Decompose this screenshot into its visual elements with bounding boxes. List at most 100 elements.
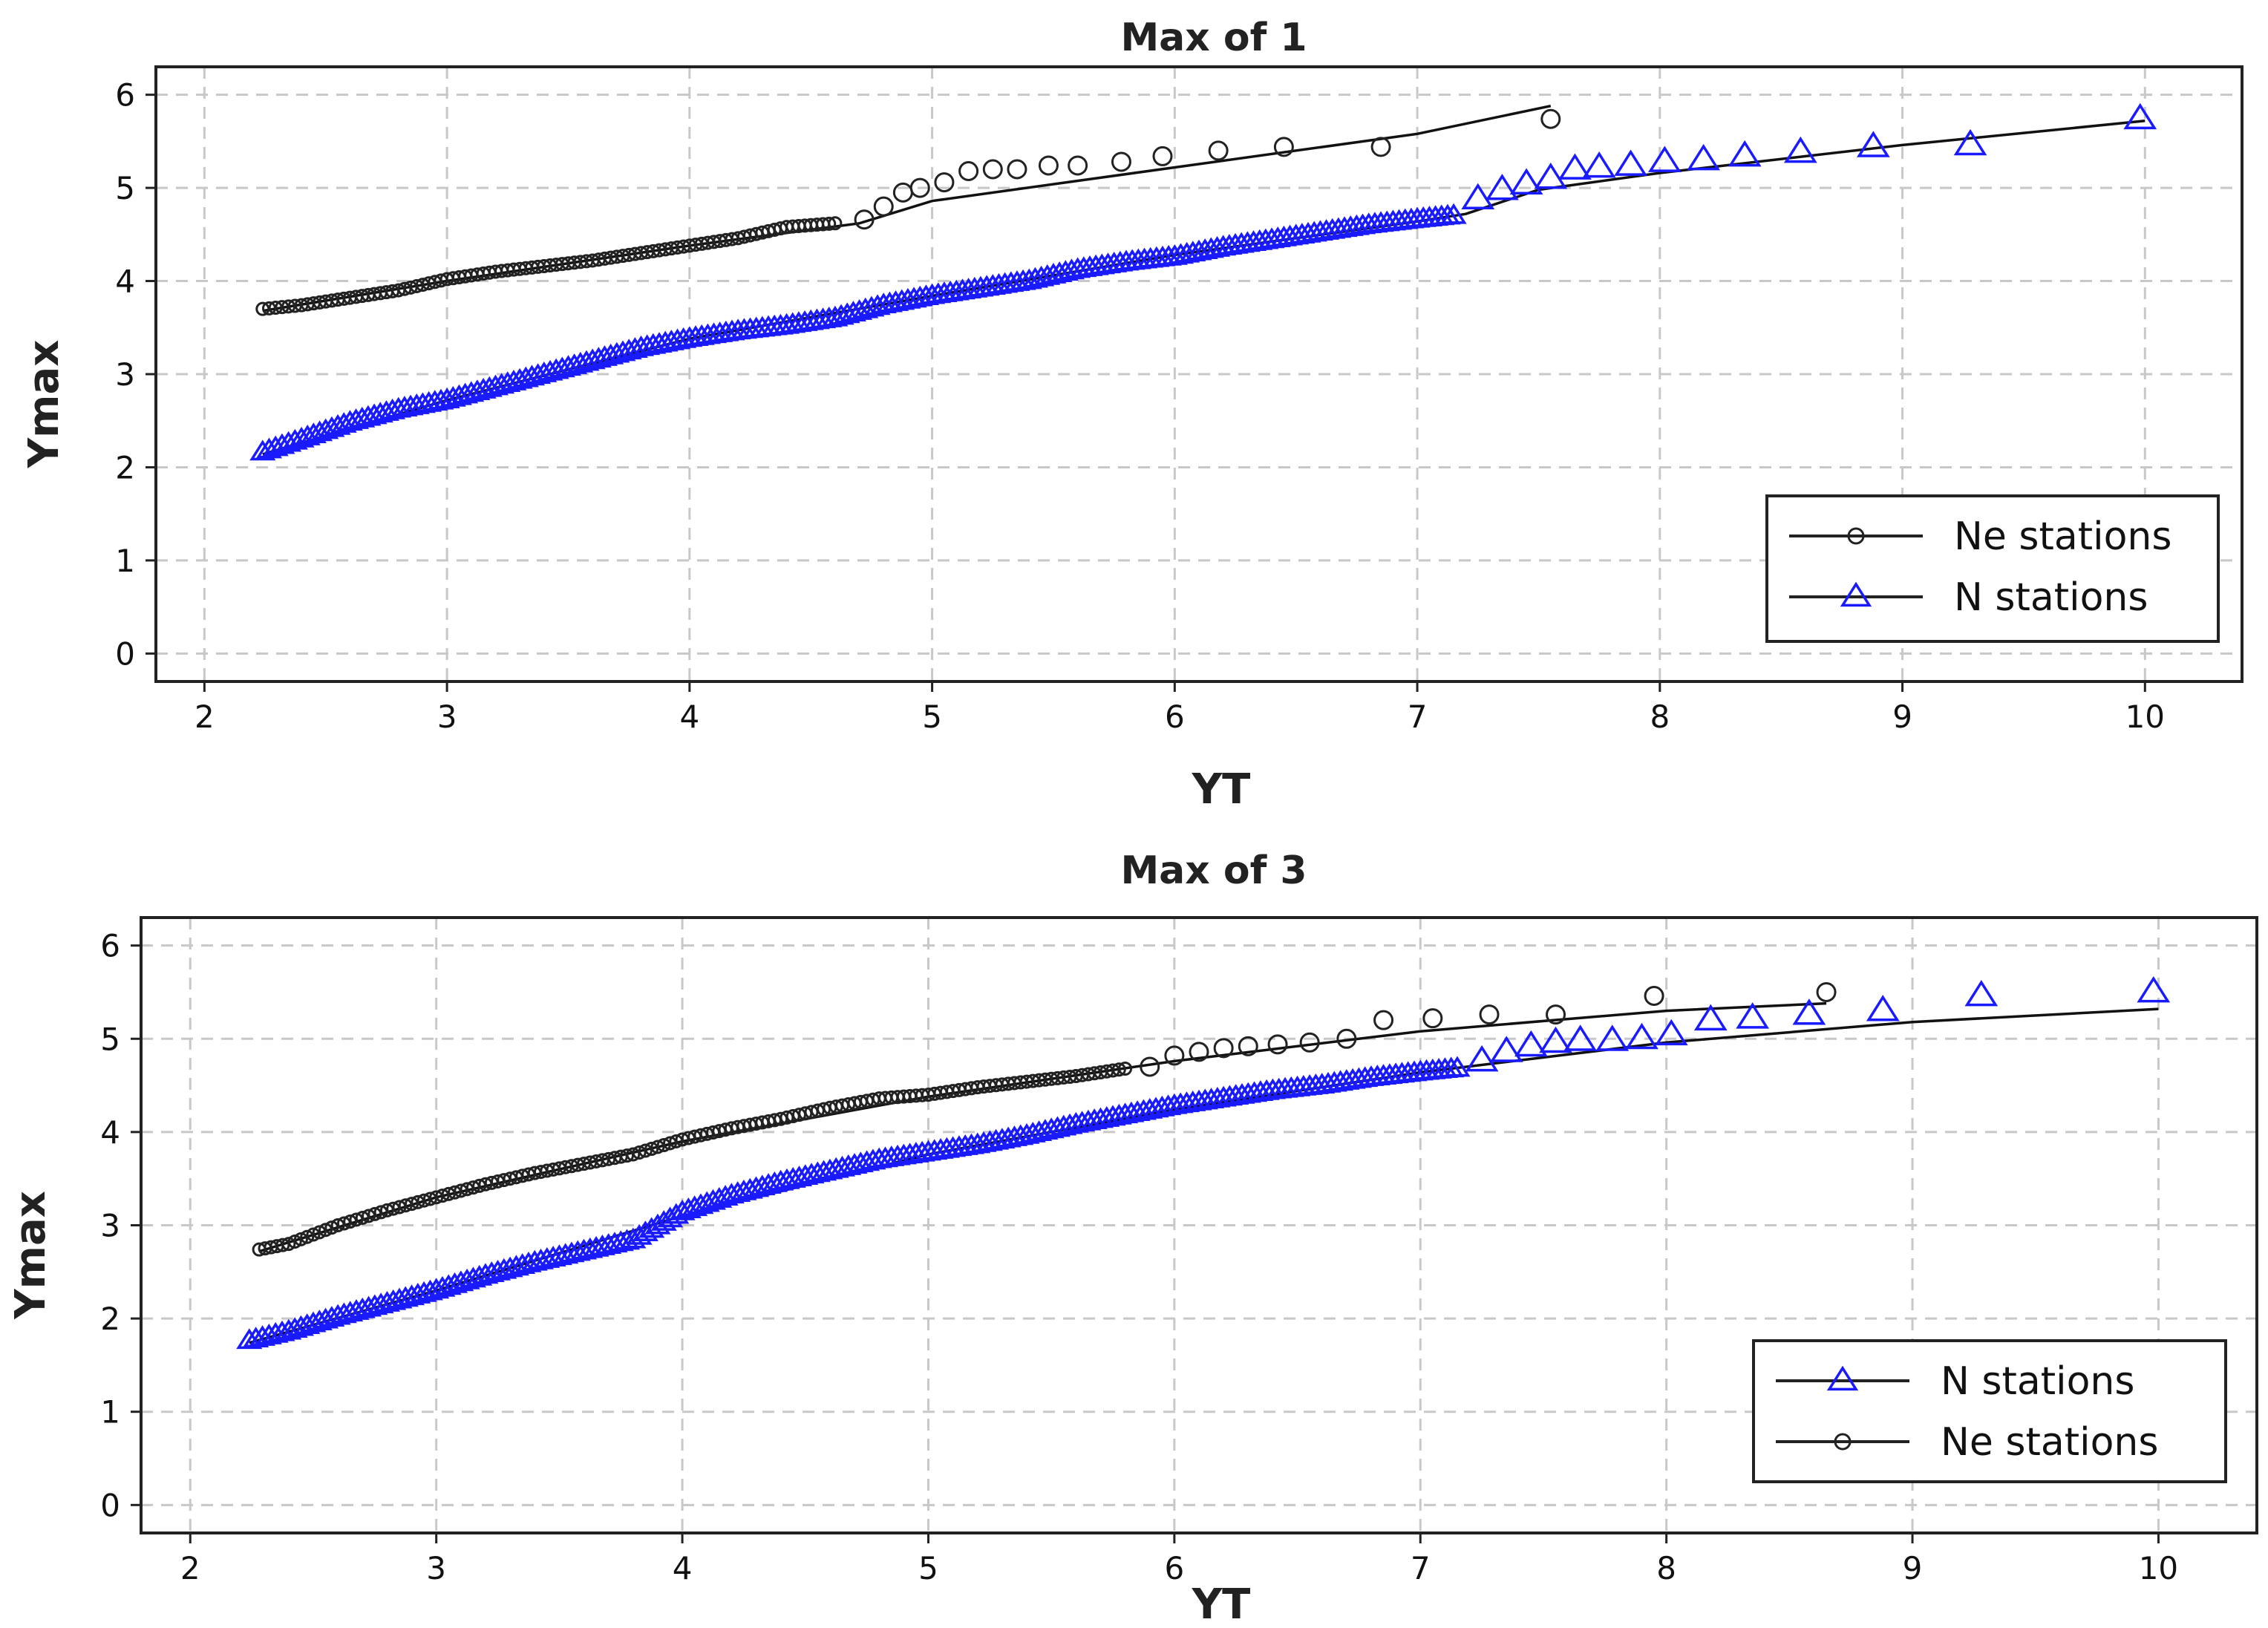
x-tick-label-4: 6: [1164, 1550, 1184, 1586]
x-tick-label-3: 5: [922, 699, 942, 735]
series-n-stations-marker-5: [1582, 151, 1616, 178]
x-tick-label-2: 4: [679, 699, 699, 735]
series-n-stations-dense-marker-68: [656, 1206, 684, 1228]
series-n-stations-marker-0: [1465, 1045, 1499, 1072]
grid: [156, 67, 2242, 681]
series-ne-stations-dense-marker-20: [373, 1205, 388, 1220]
x-tick-label-6: 8: [1650, 699, 1670, 735]
series-ne-stations-dense-marker-13: [330, 1218, 345, 1232]
series-n-stations: [249, 102, 2157, 461]
chart-max-of-3: 2 3 4 5 6 7 8 9 10 0 1 2 3 4 5 6 Max of 3 YT Ymax N station…: [7, 849, 2258, 1628]
series-ne-stations-dense-marker-6: [287, 1234, 302, 1249]
series-ne-stations-dense-marker-22: [386, 1201, 401, 1216]
series-ne-stations-dense-marker-25: [405, 1197, 419, 1212]
series-ne-stations-marker-8: [1373, 1010, 1394, 1030]
series-ne-stations-dense-marker-11: [318, 1223, 333, 1238]
series-n-stations-fit-line: [262, 120, 2146, 456]
legend-entry-ne-stations: Ne stations: [1789, 514, 2171, 559]
y-tick-label-0: 0: [100, 1487, 120, 1523]
series-n-stations-fit-line: [249, 1007, 2159, 1344]
series-ne-stations-marker-9: [1422, 1008, 1443, 1029]
series-ne-stations-marker-2: [1189, 1042, 1209, 1062]
series-ne-stations-dense-marker-94: [828, 216, 843, 231]
x-tick-label-1: 3: [437, 699, 457, 735]
y-tick-label-5: 5: [100, 1021, 120, 1057]
series-ne-stations-marker-7: [1336, 1028, 1357, 1049]
series-ne-stations-dense-marker-4: [281, 299, 296, 314]
x-tick-label-0: 2: [195, 699, 215, 735]
series-n-stations-marker-8: [1693, 1004, 1728, 1031]
series-n-stations-marker-2: [1514, 1030, 1548, 1057]
series-n-stations-marker-2: [1509, 168, 1543, 194]
x-tick-label-8: 10: [2139, 1550, 2178, 1586]
series-ne-stations: [255, 104, 1561, 316]
series-n-stations-marker-10: [1792, 998, 1826, 1025]
ticks: 2 3 4 5 6 7 8 9 10 0 1 2 3 4 5 6: [115, 77, 2165, 735]
x-axis-label: YT: [1192, 1580, 1251, 1628]
series-ne-stations-dense-marker-17: [355, 1210, 370, 1225]
series-ne-stations-dense-marker-29: [429, 1190, 444, 1205]
series-n-stations-marker-12: [1964, 979, 1999, 1007]
series-ne-stations-marker-0: [854, 209, 875, 230]
series-ne-stations-marker-1: [1164, 1045, 1185, 1066]
series-ne-stations-dense-marker-0: [255, 301, 270, 316]
legend-box: [1752, 1339, 2227, 1483]
series-ne-stations-marker-5: [958, 161, 979, 182]
chart-title: Max of 1: [1120, 16, 1307, 60]
series-ne-stations-marker-4: [934, 172, 955, 193]
series-ne-stations-dense-marker-23: [392, 1200, 407, 1215]
series-ne-stations-marker-5: [1267, 1034, 1288, 1055]
series-n-stations: [236, 975, 2171, 1350]
series-n-stations-marker-9: [1736, 1002, 1770, 1029]
legend: Ne stations N stations: [1765, 494, 2220, 643]
x-tick-label-5: 7: [1411, 1550, 1431, 1586]
series-ne-stations-marker-1: [873, 196, 894, 217]
series-ne-stations-dense-marker-10: [312, 1225, 327, 1240]
x-tick-label-7: 9: [1892, 699, 1912, 735]
series-ne-stations-dense-marker-14: [336, 1216, 351, 1231]
series-n-stations-dense-marker-62: [620, 1227, 647, 1249]
series-ne-stations-dense-marker-31: [441, 1186, 456, 1201]
series-ne-stations-dense-marker-140: [1111, 1062, 1126, 1077]
y-tick-label-5: 5: [115, 170, 135, 206]
series-n-stations-marker-12: [1953, 128, 1987, 156]
series-ne-stations-marker-3: [1213, 1038, 1234, 1059]
series-ne-stations-dense-marker-1: [261, 301, 276, 316]
series-ne-stations-marker-7: [1007, 159, 1027, 180]
series-n-stations-marker-6: [1625, 1022, 1658, 1050]
series-n-stations-marker-0: [1461, 183, 1495, 210]
legend-label: N stations: [1941, 1359, 2134, 1404]
series-n-stations-marker-9: [1728, 140, 1762, 167]
series-ne-stations-marker-12: [1208, 140, 1229, 161]
x-tick-label-2: 4: [673, 1550, 693, 1586]
legend: N stations Ne stations: [1752, 1339, 2227, 1483]
series-ne-stations-dense-marker-67: [663, 1136, 677, 1151]
series-ne-stations-dense-marker-61: [626, 1147, 641, 1162]
series-n-stations-dense-marker-64: [632, 1220, 658, 1242]
series-ne-stations-dense-marker-30: [435, 1189, 450, 1203]
x-tick-label-6: 8: [1656, 1550, 1676, 1586]
legend-label: Ne stations: [1954, 514, 2171, 559]
series-ne-stations-dense-marker-21: [379, 1203, 394, 1217]
series-n-stations-marker-5: [1595, 1024, 1630, 1051]
series-ne-stations-dense-marker-19: [367, 1206, 382, 1221]
chart-max-of-1: 2 3 4 5 6 7 8 9 10 0 1 2 3 4 5 6 Max of 1 YT Ymax Ne statio…: [20, 16, 2244, 814]
series-ne-stations-dense-marker-64: [644, 1142, 659, 1157]
series-n-stations-marker-4: [1563, 1024, 1598, 1051]
series-n-stations-marker-13: [2137, 975, 2171, 1003]
y-tick-label-0: 0: [115, 635, 135, 672]
y-axis-label: Ymax: [7, 1191, 55, 1320]
series-n-stations-dense-marker-67: [650, 1210, 677, 1231]
series-n-stations-marker-4: [1558, 153, 1592, 180]
series-n-stations-marker-10: [1783, 136, 1817, 163]
ticks: 2 3 4 5 6 7 8 9 10 0 1 2 3 4 5 6: [100, 928, 2178, 1586]
series-ne-stations-dense-marker-7: [293, 1232, 308, 1246]
legend-entry-ne-stations: Ne stations: [1776, 1420, 2158, 1465]
y-tick-label-3: 3: [115, 356, 135, 393]
series-n-stations-marker-11: [1856, 131, 1890, 157]
series-ne-stations-dense-marker-16: [349, 1212, 364, 1227]
series-ne-stations-marker-6: [982, 159, 1003, 180]
x-tick-label-7: 9: [1903, 1550, 1923, 1586]
y-tick-label-2: 2: [100, 1301, 120, 1337]
